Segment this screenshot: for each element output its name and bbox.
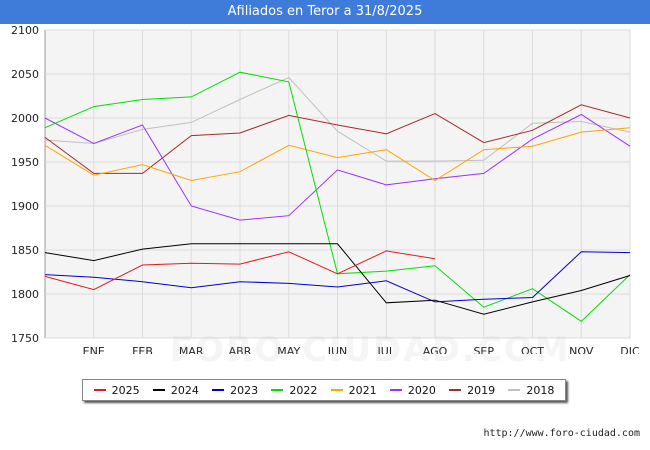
- x-tick-label: JUN: [327, 345, 348, 354]
- legend-item-2019: 2019: [449, 384, 495, 397]
- legend: 2025 2024 2023 2022 2021 2020 2019 2018: [82, 379, 566, 401]
- y-tick-label: 2100: [11, 24, 39, 37]
- series-line-2019: [44, 104, 631, 174]
- chart-title: Afiliados en Teror a 31/8/2025: [0, 0, 650, 24]
- legend-item-2020: 2020: [389, 383, 436, 397]
- x-tick-label: ENE: [83, 345, 105, 354]
- legend-swatch: [93, 389, 106, 391]
- legend-item-2018: 2018: [508, 384, 554, 397]
- legend-label: 2025: [111, 383, 140, 397]
- legend-item-2022: 2022: [271, 384, 317, 397]
- legend-item-2021: 2021: [330, 383, 377, 397]
- series-line-2025: [44, 250, 436, 291]
- x-tick-label: MAR: [179, 345, 204, 354]
- series-line-2021: [44, 127, 631, 182]
- series-lines: [44, 71, 631, 322]
- y-tick-label: 1750: [11, 332, 39, 345]
- legend-swatch: [271, 389, 284, 391]
- x-tick-label: JUL: [377, 345, 396, 354]
- x-tick-label: OCT: [521, 345, 544, 354]
- y-tick-label: 2000: [11, 112, 39, 125]
- y-tick-label: 1850: [11, 244, 39, 257]
- legend-swatch: [330, 389, 343, 391]
- x-tick-label: NOV: [569, 345, 594, 354]
- y-tick-label: 1900: [11, 200, 39, 213]
- legend-swatch: [449, 389, 462, 391]
- y-tick-label: 1950: [11, 156, 39, 169]
- series-line-2024: [44, 243, 631, 315]
- legend-label: 2023: [230, 383, 259, 397]
- x-tick-label: MAY: [277, 345, 300, 354]
- watermark: FORO-CIUDAD.COM: [170, 330, 571, 370]
- line-chart: 1750 1800 1850 1900 1950 2000 2050 2100 ENE FEB M…: [11, 24, 640, 354]
- legend-swatch: [212, 389, 225, 391]
- legend-item-2025: 2025: [93, 383, 140, 397]
- y-tick-label: 1800: [11, 288, 39, 301]
- gridlines: [45, 29, 631, 339]
- x-axis-ticks: ENE FEB MAR ABR MAY JUN JUL AGO SEP OCT NOV DIC: [83, 345, 640, 354]
- x-tick-label: FEB: [132, 345, 153, 354]
- legend-label: 2020: [407, 383, 436, 397]
- legend-label: 2024: [170, 383, 199, 397]
- x-tick-label: AGO: [423, 345, 448, 354]
- source-url: http://www.foro-ciudad.com: [483, 428, 640, 439]
- y-tick-label: 2050: [11, 68, 39, 81]
- legend-swatch: [508, 389, 521, 391]
- x-tick-label: DIC: [620, 345, 640, 354]
- x-tick-label: ABR: [229, 345, 252, 354]
- series-line-2020: [44, 113, 631, 221]
- legend-item-2023: 2023: [212, 384, 258, 397]
- legend-label: 2019: [467, 383, 496, 397]
- series-line-2018: [44, 76, 631, 162]
- legend-label: 2018: [526, 383, 555, 397]
- legend-swatch: [389, 389, 402, 391]
- series-line-2023: [44, 251, 631, 303]
- legend-item-2024: 2024: [152, 383, 199, 397]
- x-tick-label: SEP: [473, 345, 494, 354]
- legend-swatch: [152, 389, 165, 391]
- legend-label: 2021: [348, 383, 377, 397]
- y-axis-ticks: 1750 1800 1850 1900 1950 2000 2050 2100: [11, 24, 39, 345]
- legend-label: 2022: [289, 383, 318, 397]
